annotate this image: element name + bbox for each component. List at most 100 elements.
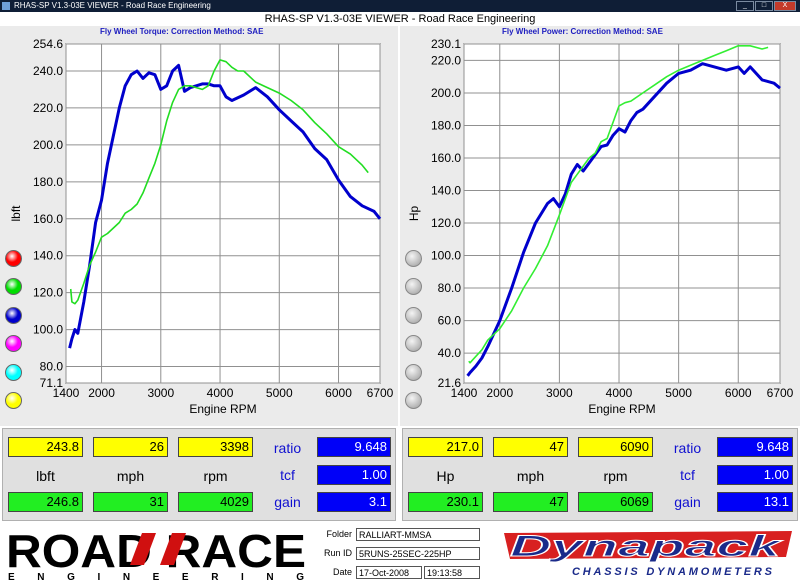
runid-label: Run ID <box>323 548 352 558</box>
power-x-tick-label: 5000 <box>665 386 692 400</box>
power-y-tick-label: 120.0 <box>431 216 461 230</box>
torque-unit-label: lbft <box>36 468 55 484</box>
power-x-tick-label: 2000 <box>486 386 513 400</box>
power-y-axis-label: Hp <box>407 206 421 222</box>
torque-readouts: 243.8 26 3398 lbft mph rpm 246.8 31 4029… <box>2 428 396 521</box>
ratio-value: 9.648 <box>317 437 391 457</box>
gain-value: 3.1 <box>317 492 391 512</box>
color-selector-dot[interactable] <box>5 250 22 267</box>
power-series-line-2 <box>468 44 769 364</box>
date-label: Date <box>332 567 352 577</box>
power-y-tick-label: 220.0 <box>431 53 461 67</box>
speed-readout-1: 26 <box>93 437 168 457</box>
color-selector-dot[interactable] <box>5 278 22 296</box>
minimize-button[interactable]: _ <box>736 1 754 11</box>
tcf-label: tcf <box>280 467 295 483</box>
torque-x-tick-label: 2000 <box>88 386 115 400</box>
torque-y-tick-label: 71.1 <box>40 376 64 390</box>
maximize-button[interactable]: □ <box>755 1 773 11</box>
close-button[interactable]: X <box>774 1 796 11</box>
trace-selector-dot[interactable] <box>405 335 422 353</box>
speed-readout-2: 31 <box>93 492 168 512</box>
torque-header: Fly Wheel Torque: Correction Method: SAE <box>100 27 264 36</box>
power-unit-label: Hp <box>436 468 455 484</box>
torque-x-axis-label: Engine RPM <box>189 402 256 416</box>
power-panel: Fly Wheel Power: Correction Method: SAE … <box>400 26 800 426</box>
trace-selector-dot[interactable] <box>405 250 422 267</box>
torque-y-tick-label: 254.6 <box>33 37 63 51</box>
dynapack-sub-text: CHASSIS DYNAMOMETERS <box>572 566 773 578</box>
power-tcf-label: tcf <box>680 467 695 483</box>
power-y-tick-label: 160.0 <box>431 151 461 165</box>
power-chart: 1400 2000 3000 4000 5000 6000 6700 230.1 220.0 20… <box>407 37 794 416</box>
ratio-label: ratio <box>273 440 302 456</box>
power-readouts: 217.0 47 6090 Hp mph rpm 230.1 47 6069 r… <box>402 428 798 521</box>
torque-x-tick-label: 5000 <box>266 386 293 400</box>
torque-y-tick-label: 220.0 <box>33 101 63 115</box>
torque-x-tick-label: 4000 <box>207 386 234 400</box>
trace-selector-dot[interactable] <box>405 306 422 324</box>
power-header: Fly Wheel Power: Correction Method: SAE <box>502 27 663 36</box>
torque-plot-area <box>65 43 381 384</box>
power-plot-area <box>463 43 781 384</box>
app-title: RHAS-SP V1.3-03E VIEWER - Road Race Engi… <box>264 13 536 25</box>
power-x-tick-label: 6700 <box>767 386 794 400</box>
dynapack-logo: Dynapack CHASSIS DYNAMOMETERS <box>504 530 792 578</box>
torque-y-axis-label: lbft <box>9 205 23 222</box>
torque-y-tick-label: 140.0 <box>33 249 63 263</box>
power-y-tick-label: 140.0 <box>431 183 461 197</box>
logo-stripe-white <box>147 533 169 565</box>
trace-selector-dot[interactable] <box>405 363 422 381</box>
color-selector-dot[interactable] <box>5 363 22 381</box>
rpm-readout-2: 4029 <box>178 492 253 512</box>
window-controls: _ □ X <box>736 1 796 11</box>
torque-x-tick-label: 6000 <box>325 386 352 400</box>
folder-label: Folder <box>326 529 352 539</box>
power-y-tick-label: 200.0 <box>431 86 461 100</box>
power-gain-label: gain <box>674 494 701 510</box>
logo-stripe-red-1 <box>130 533 156 565</box>
power-readout-1: 217.0 <box>408 437 483 457</box>
torque-x-tick-label: 3000 <box>147 386 174 400</box>
power-series-line-1 <box>466 62 781 377</box>
power-y-tick-label: 80.0 <box>438 281 462 295</box>
power-y-tick-label: 100.0 <box>431 249 461 263</box>
torque-y-tick-label: 120.0 <box>33 286 63 300</box>
power-x-tick-label: 1400 <box>451 386 478 400</box>
power-speed-readout-1: 47 <box>493 437 568 457</box>
folder-value: RALLIART-MMSA <box>356 528 480 541</box>
color-selector-dot[interactable] <box>5 392 22 409</box>
torque-chart: 1400 2000 3000 4000 5000 6000 6700 254.6 240.0 22… <box>9 37 394 416</box>
torque-series-line-1 <box>68 63 382 349</box>
power-y-tick-label: 180.0 <box>431 118 461 132</box>
power-rpm-unit-label: rpm <box>603 468 628 484</box>
torque-readout-1: 243.8 <box>8 437 83 457</box>
power-x-tick-label: 3000 <box>546 386 573 400</box>
power-y-tick-label: 40.0 <box>438 346 462 360</box>
power-rpm-readout-1: 6090 <box>578 437 653 457</box>
color-selector-dot[interactable] <box>5 335 22 353</box>
torque-y-tick-label: 180.0 <box>33 175 63 189</box>
power-y-tick-label: 60.0 <box>438 314 462 328</box>
tcf-value: 1.00 <box>317 465 391 485</box>
dynapack-swoosh <box>504 531 792 559</box>
power-x-tick-label: 6000 <box>725 386 752 400</box>
road-race-logo: ROAD RACE E N G I N E E R I N G <box>6 525 306 581</box>
trace-selector-dot[interactable] <box>405 392 422 409</box>
power-rpm-readout-2: 6069 <box>578 492 653 512</box>
power-speed-unit-label: mph <box>516 468 545 484</box>
rpm-unit-label: rpm <box>203 468 228 484</box>
torque-series-line-2 <box>69 59 369 305</box>
power-gain-value: 13.1 <box>717 492 793 512</box>
logo-sub-text: E N G I N E E R I N G <box>8 572 304 581</box>
power-readout-2: 230.1 <box>408 492 483 512</box>
date-value: 17-Oct-2008 <box>356 566 422 579</box>
app-icon <box>2 2 10 10</box>
rpm-readout-1: 3398 <box>178 437 253 457</box>
color-selector-dot[interactable] <box>5 306 22 324</box>
power-y-tick-label: 21.6 <box>438 376 462 390</box>
torque-panel: Fly Wheel Torque: Correction Method: SAE… <box>0 26 398 426</box>
torque-x-tick-label: 1400 <box>53 386 80 400</box>
logo-stripe-red-2 <box>160 533 186 565</box>
trace-selector-dot[interactable] <box>405 278 422 296</box>
